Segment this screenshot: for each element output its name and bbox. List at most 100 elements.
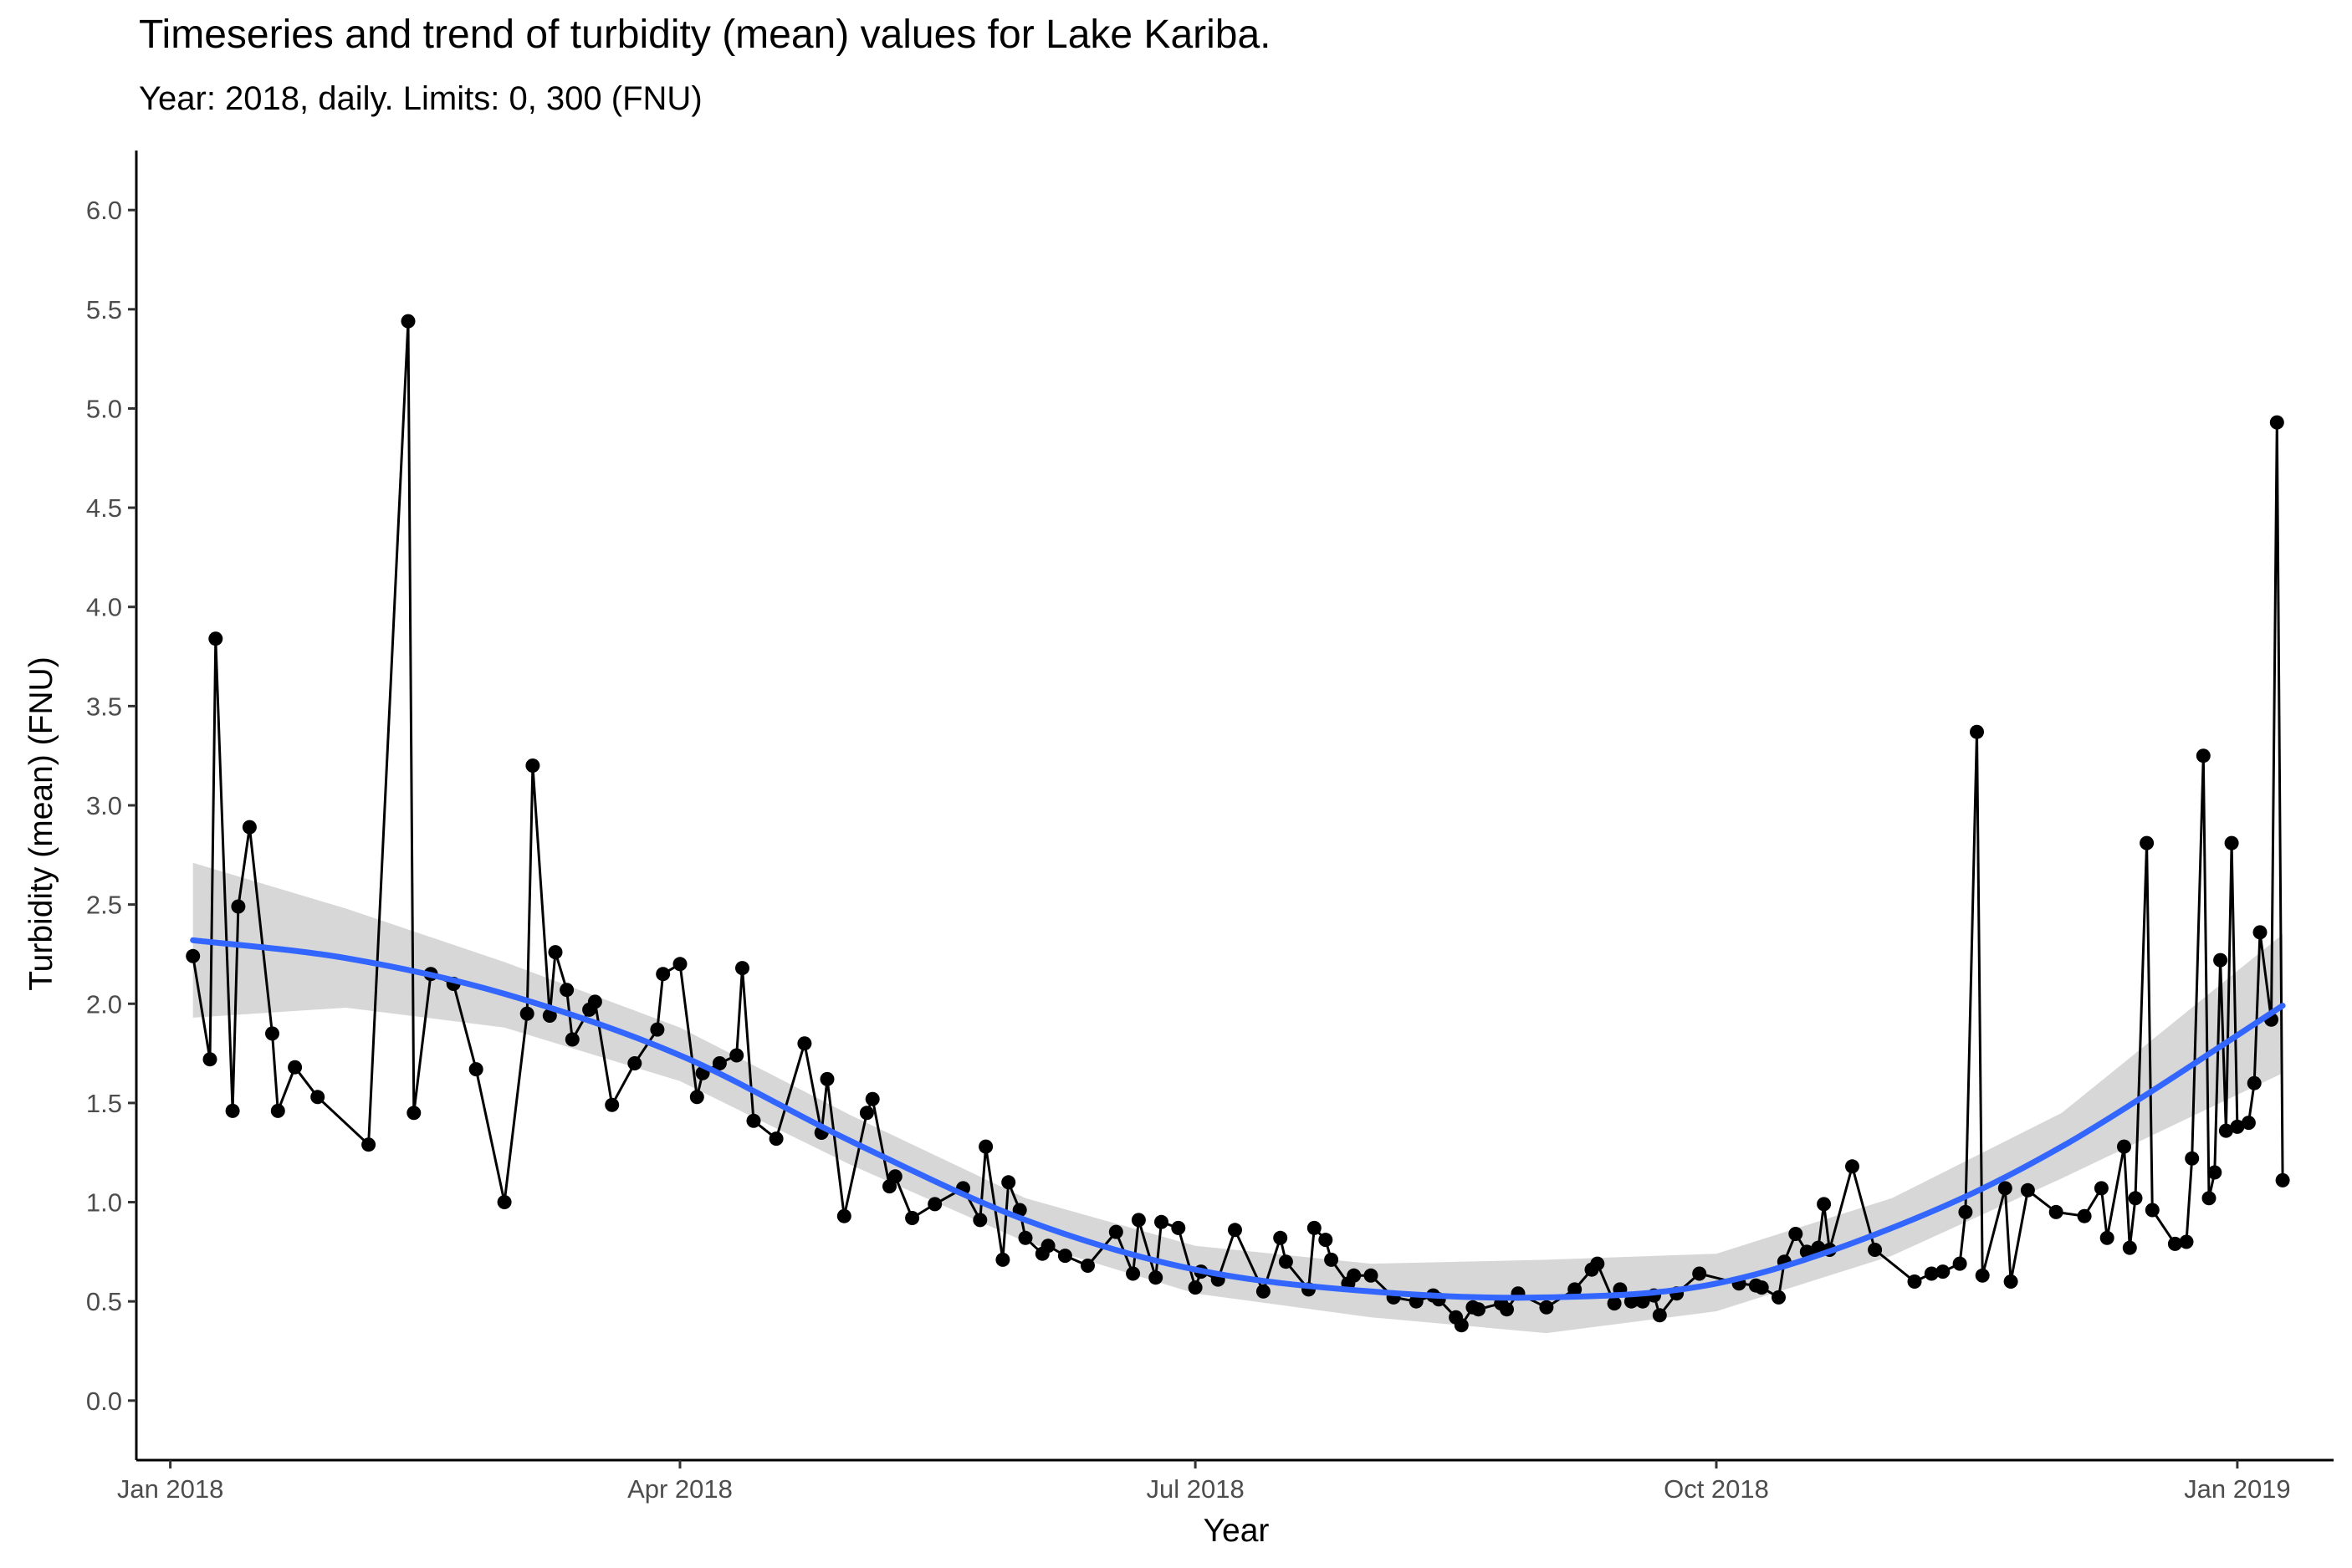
data-point [1154,1214,1168,1229]
data-point [1001,1175,1016,1190]
data-point [1907,1274,1922,1289]
data-point [1635,1294,1650,1309]
data-point [1692,1266,1707,1281]
data-point [656,967,671,982]
data-point [1500,1302,1514,1317]
data-point [2077,1208,2092,1223]
data-point [406,1106,422,1121]
data-point [2224,835,2239,850]
data-point [979,1139,994,1154]
data-point [2252,925,2268,940]
data-point [1868,1243,1883,1257]
data-point [973,1213,988,1228]
data-point [2230,1119,2245,1134]
data-point [525,758,540,773]
y-tick-label: 1.0 [86,1188,122,1218]
data-point [905,1211,920,1225]
data-point [995,1252,1010,1267]
data-point [2140,835,2155,850]
data-point [2167,1236,2182,1251]
data-point [1935,1264,1951,1279]
y-tick-label: 1.5 [86,1089,122,1118]
data-point [605,1097,620,1112]
data-point [797,1036,812,1051]
data-point [1273,1230,1288,1245]
data-point [186,948,201,963]
data-point [361,1137,376,1152]
y-tick-label: 0.5 [86,1287,122,1316]
data-point [401,314,416,329]
data-point [2117,1139,2131,1154]
data-point [820,1071,835,1086]
data-point [746,1113,761,1128]
data-point [2213,953,2228,968]
data-point [242,820,257,835]
data-point [2048,1204,2063,1219]
data-point [1772,1290,1786,1305]
data-point [587,994,602,1009]
data-point [2207,1165,2222,1180]
data-point [1363,1268,1378,1283]
data-point [1318,1233,1333,1248]
chart-subtitle: Year: 2018, daily. Limits: 0, 300 (FNU) [139,80,703,117]
data-point [560,983,575,998]
data-point [2003,1274,2018,1289]
data-point [2179,1234,2194,1249]
data-point [769,1131,784,1147]
data-point [1952,1256,1967,1271]
data-point [627,1056,642,1070]
data-point [1278,1254,1293,1269]
y-tick-label: 6.0 [86,196,122,225]
data-point [2241,1116,2256,1131]
x-tick-label: Jan 2018 [117,1474,224,1504]
y-tick-label: 5.5 [86,295,122,324]
data-point [1148,1270,1163,1285]
y-tick-label: 3.5 [86,692,122,721]
data-point [2196,748,2211,764]
data-point [1171,1220,1186,1235]
y-tick-label: 2.5 [86,891,122,920]
y-tick-label: 4.0 [86,593,122,622]
x-tick-label: Oct 2018 [1664,1474,1769,1504]
y-tick-label: 3.0 [86,791,122,820]
data-point [542,1009,557,1023]
data-point [1041,1239,1056,1254]
data-point [735,961,749,976]
data-point [1409,1294,1424,1309]
data-point [2275,1172,2290,1187]
data-point [1607,1296,1622,1311]
data-point [729,1048,744,1063]
data-point [672,957,688,972]
data-point [1817,1197,1832,1212]
data-point [1126,1266,1141,1281]
data-point [1970,724,1984,739]
data-point [2099,1230,2114,1245]
x-tick-label: Jul 2018 [1146,1474,1244,1504]
data-point [859,1106,874,1121]
data-point [468,1062,483,1077]
data-point [2201,1191,2217,1206]
data-point [1454,1318,1469,1333]
data-point [1255,1284,1271,1299]
data-point [231,899,246,914]
data-point [1306,1220,1322,1235]
data-point [2269,415,2284,430]
data-point [2247,1075,2262,1090]
data-point [202,1052,217,1067]
y-tick-label: 2.0 [86,989,122,1019]
x-tick-label: Jan 2019 [2184,1474,2291,1504]
data-point [1567,1282,1582,1297]
data-point [2122,1240,2137,1255]
x-axis-title: Year [1204,1513,1270,1549]
data-point [1997,1181,2012,1196]
data-point [887,1169,902,1184]
data-point [208,631,223,646]
data-point [1108,1224,1123,1239]
chart-title: Timeseries and trend of turbidity (mean)… [139,13,1271,57]
data-point [519,1006,534,1021]
y-tick-label: 5.0 [86,394,122,423]
data-point [265,1026,279,1041]
data-point [1539,1300,1554,1315]
data-point [1347,1268,1362,1283]
